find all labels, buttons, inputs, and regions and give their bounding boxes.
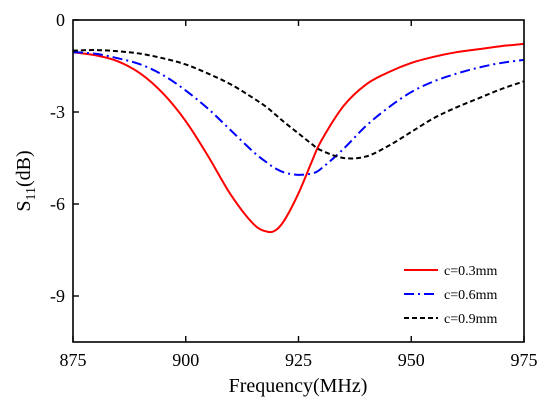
- series-line-2: [72, 51, 525, 176]
- y-axis-title-unit: (dB): [13, 150, 35, 187]
- y-tick-label: -9: [50, 286, 65, 306]
- y-tick-label: -6: [50, 194, 65, 214]
- y-tick-label: -3: [50, 102, 65, 122]
- legend-label-3: c=0.9mm: [444, 312, 497, 327]
- plot-lines: [72, 42, 525, 234]
- legend-label-1: c=0.3mm: [444, 264, 497, 279]
- x-axis-title: Frequency(MHz): [229, 375, 368, 397]
- y-axis-title: S11(dB): [13, 150, 39, 211]
- x-tick-label: 925: [285, 350, 312, 370]
- legend: c=0.3mm c=0.6mm c=0.9mm: [404, 264, 497, 327]
- axis-tick-labels: 875 900 925 950 975 0 -3 -6 -9: [50, 10, 538, 370]
- series-line-1: [72, 42, 525, 234]
- legend-label-2: c=0.6mm: [444, 288, 497, 303]
- y-axis-title-subscript: 11: [24, 187, 39, 200]
- x-tick-label: 900: [172, 350, 199, 370]
- y-axis-title-main: S: [13, 201, 35, 212]
- y-tick-label: 0: [56, 10, 65, 30]
- axis-ticks: [72, 19, 525, 342]
- x-tick-label: 975: [511, 350, 538, 370]
- series-line-3: [72, 49, 525, 160]
- x-tick-label: 950: [398, 350, 425, 370]
- x-tick-label: 875: [60, 350, 87, 370]
